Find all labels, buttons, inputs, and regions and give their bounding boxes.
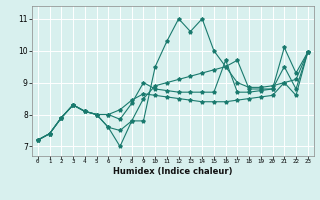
X-axis label: Humidex (Indice chaleur): Humidex (Indice chaleur) <box>113 167 233 176</box>
